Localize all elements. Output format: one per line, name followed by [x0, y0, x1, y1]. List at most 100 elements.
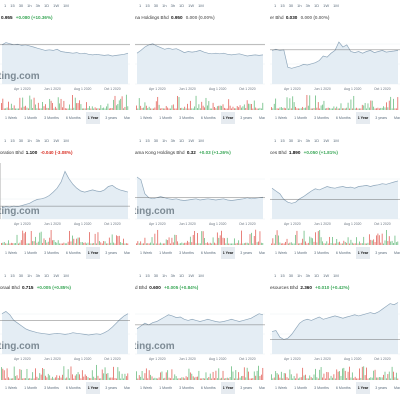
timeframe-1M[interactable]: 1M: [63, 138, 69, 143]
timeframe-30[interactable]: 30: [288, 3, 294, 8]
timeframe-1h[interactable]: 1h: [297, 138, 302, 143]
range-max[interactable]: Max: [259, 116, 265, 120]
range-6-months[interactable]: 6 Months: [200, 116, 216, 120]
timeframe-1[interactable]: 1: [4, 3, 7, 8]
timeframe-15[interactable]: 15: [145, 3, 150, 8]
range-1-year[interactable]: 1 Year: [355, 247, 371, 259]
timeframe-1[interactable]: 1: [274, 273, 277, 278]
range-1-week[interactable]: 1 Week: [140, 251, 153, 255]
price-volume-chart[interactable]: ting.com Apr 1 2020 Jun 1 2020 Aug 1 2020 Oc…: [0, 159, 130, 259]
range-max[interactable]: Max: [394, 386, 400, 390]
timeframe-30[interactable]: 30: [288, 273, 294, 278]
range-6-months[interactable]: 6 Months: [65, 116, 81, 120]
price-volume-chart[interactable]: ting.com Apr 1 2020 Jun 1 2020 Aug 1 2020 Oc…: [0, 24, 130, 124]
range-3-years[interactable]: 3 years: [375, 116, 388, 120]
timeframe-1D[interactable]: 1D: [314, 138, 320, 143]
timeframe-15[interactable]: 15: [280, 3, 285, 8]
timeframe-1W[interactable]: 1W: [53, 138, 60, 143]
timeframe-3h[interactable]: 3h: [35, 273, 41, 278]
timeframe-1[interactable]: 1: [139, 3, 142, 8]
range-3-years[interactable]: 3 years: [375, 386, 388, 390]
timeframe-1h[interactable]: 1h: [27, 273, 32, 278]
range-max[interactable]: Max: [259, 386, 265, 390]
timeframe-1[interactable]: 1: [4, 273, 7, 278]
timeframe-15[interactable]: 15: [280, 138, 285, 143]
range-1-year[interactable]: 1 Year: [220, 112, 236, 124]
range-3-months[interactable]: 3 Months: [44, 251, 59, 255]
range-1-month[interactable]: 1 Month: [294, 116, 308, 120]
timeframe-1h[interactable]: 1h: [162, 3, 167, 8]
range-1-week[interactable]: 1 Week: [275, 386, 288, 390]
timeframe-15[interactable]: 15: [10, 273, 15, 278]
timeframe-1M[interactable]: 1M: [333, 3, 339, 8]
timeframe-1D[interactable]: 1D: [314, 3, 320, 8]
range-1-year[interactable]: 1 Year: [220, 382, 236, 394]
range-1-month[interactable]: 1 Month: [294, 251, 308, 255]
range-max[interactable]: Max: [394, 251, 400, 255]
timeframe-1[interactable]: 1: [4, 138, 7, 143]
range-max[interactable]: Max: [394, 116, 400, 120]
timeframe-1M[interactable]: 1M: [63, 3, 69, 8]
range-1-week[interactable]: 1 Week: [5, 386, 18, 390]
range-3-years[interactable]: 3 years: [105, 386, 118, 390]
timeframe-1h[interactable]: 1h: [297, 273, 302, 278]
range-1-month[interactable]: 1 Month: [294, 386, 308, 390]
timeframe-1[interactable]: 1: [139, 273, 142, 278]
timeframe-1W[interactable]: 1W: [323, 138, 330, 143]
timeframe-3h[interactable]: 3h: [35, 138, 41, 143]
timeframe-1M[interactable]: 1M: [63, 273, 69, 278]
timeframe-1D[interactable]: 1D: [179, 3, 185, 8]
range-1-year[interactable]: 1 Year: [355, 112, 371, 124]
price-volume-chart[interactable]: Apr 1 2020 Jun 1 2020 Aug 1 2020 Oct 1 2020: [270, 294, 400, 394]
timeframe-1W[interactable]: 1W: [53, 3, 60, 8]
range-6-months[interactable]: 6 Months: [335, 251, 351, 255]
timeframe-1W[interactable]: 1W: [188, 138, 195, 143]
range-1-year[interactable]: 1 Year: [355, 382, 371, 394]
range-max[interactable]: Max: [124, 116, 130, 120]
range-1-month[interactable]: 1 Month: [159, 251, 173, 255]
timeframe-3h[interactable]: 3h: [35, 3, 41, 8]
range-6-months[interactable]: 6 Months: [335, 386, 351, 390]
timeframe-1D[interactable]: 1D: [179, 273, 185, 278]
range-1-week[interactable]: 1 Week: [5, 116, 18, 120]
timeframe-3h[interactable]: 3h: [305, 138, 311, 143]
timeframe-30[interactable]: 30: [153, 3, 159, 8]
timeframe-15[interactable]: 15: [145, 273, 150, 278]
range-3-years[interactable]: 3 years: [105, 116, 118, 120]
price-volume-chart[interactable]: ting.com Apr 1 2020 Jun 1 2020 Aug 1 2020 Oc…: [135, 294, 265, 394]
range-3-months[interactable]: 3 Months: [44, 386, 59, 390]
range-max[interactable]: Max: [259, 251, 265, 255]
timeframe-30[interactable]: 30: [153, 273, 159, 278]
range-1-week[interactable]: 1 Week: [275, 116, 288, 120]
timeframe-1W[interactable]: 1W: [188, 273, 195, 278]
range-1-year[interactable]: 1 Year: [85, 112, 101, 124]
timeframe-1h[interactable]: 1h: [162, 273, 167, 278]
timeframe-1[interactable]: 1: [274, 3, 277, 8]
range-3-years[interactable]: 3 years: [105, 251, 118, 255]
price-volume-chart[interactable]: Apr 1 2020 Jun 1 2020 Aug 1 2020 Oct 1 2020: [270, 159, 400, 259]
range-1-year[interactable]: 1 Year: [85, 247, 101, 259]
range-3-months[interactable]: 3 Months: [179, 386, 194, 390]
timeframe-30[interactable]: 30: [153, 138, 159, 143]
timeframe-1[interactable]: 1: [274, 138, 277, 143]
range-3-years[interactable]: 3 years: [240, 251, 253, 255]
timeframe-15[interactable]: 15: [145, 138, 150, 143]
range-1-month[interactable]: 1 Month: [24, 116, 38, 120]
timeframe-30[interactable]: 30: [18, 138, 24, 143]
timeframe-1h[interactable]: 1h: [27, 138, 32, 143]
range-1-week[interactable]: 1 Week: [140, 116, 153, 120]
timeframe-1M[interactable]: 1M: [198, 138, 204, 143]
range-3-months[interactable]: 3 Months: [314, 386, 329, 390]
timeframe-1D[interactable]: 1D: [314, 273, 320, 278]
range-6-months[interactable]: 6 Months: [200, 251, 216, 255]
timeframe-3h[interactable]: 3h: [170, 138, 176, 143]
timeframe-15[interactable]: 15: [280, 273, 285, 278]
timeframe-30[interactable]: 30: [288, 138, 294, 143]
range-max[interactable]: Max: [124, 251, 130, 255]
range-1-week[interactable]: 1 Week: [275, 251, 288, 255]
range-1-month[interactable]: 1 Month: [24, 386, 38, 390]
range-3-months[interactable]: 3 Months: [314, 116, 329, 120]
timeframe-15[interactable]: 15: [10, 3, 15, 8]
timeframe-1h[interactable]: 1h: [162, 138, 167, 143]
timeframe-1W[interactable]: 1W: [188, 3, 195, 8]
